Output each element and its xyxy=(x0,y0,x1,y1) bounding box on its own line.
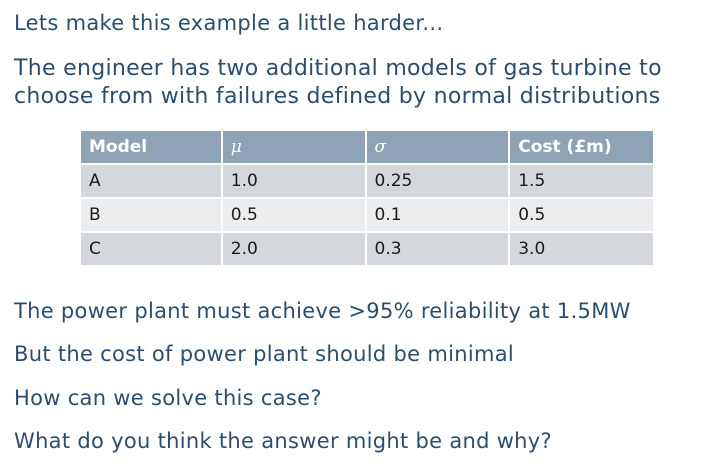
cell-mu: 2.0 xyxy=(221,232,367,267)
cell-sigma: 0.1 xyxy=(365,198,511,233)
header-cost: Cost (£m) xyxy=(509,131,655,165)
cell-model: B xyxy=(81,198,223,233)
problem-statement: The engineer has two additional models o… xyxy=(14,55,662,111)
table-row: C 2.0 0.3 3.0 xyxy=(81,232,655,267)
cell-cost: 1.5 xyxy=(509,164,655,199)
cell-sigma: 0.3 xyxy=(365,232,511,267)
cell-mu: 0.5 xyxy=(221,198,367,233)
header-mu: μ xyxy=(221,131,367,165)
table-row: A 1.0 0.25 1.5 xyxy=(81,164,655,199)
question-how: How can we solve this case? xyxy=(14,386,322,410)
cell-model: C xyxy=(81,232,223,267)
table-row: B 0.5 0.1 0.5 xyxy=(81,198,655,233)
problem-statement-line-1: The engineer has two additional models o… xyxy=(14,56,662,81)
cell-cost: 3.0 xyxy=(509,232,655,267)
requirement-reliability: The power plant must achieve >95% reliab… xyxy=(14,299,631,323)
intro-text: Lets make this example a little harder..… xyxy=(14,11,444,35)
problem-statement-line-2: choose from with failures defined by nor… xyxy=(14,84,661,109)
cell-model: A xyxy=(81,164,223,199)
table-header-row: Model μ σ Cost (£m) xyxy=(81,131,655,165)
cell-cost: 0.5 xyxy=(509,198,655,233)
question-why: What do you think the answer might be an… xyxy=(14,429,552,453)
header-sigma: σ xyxy=(365,131,511,165)
turbine-models-table: Model μ σ Cost (£m) A 1.0 0.25 1.5 B 0.5… xyxy=(81,131,655,267)
header-model: Model xyxy=(81,131,223,165)
requirement-cost: But the cost of power plant should be mi… xyxy=(14,342,515,366)
cell-sigma: 0.25 xyxy=(365,164,511,199)
cell-mu: 1.0 xyxy=(221,164,367,199)
